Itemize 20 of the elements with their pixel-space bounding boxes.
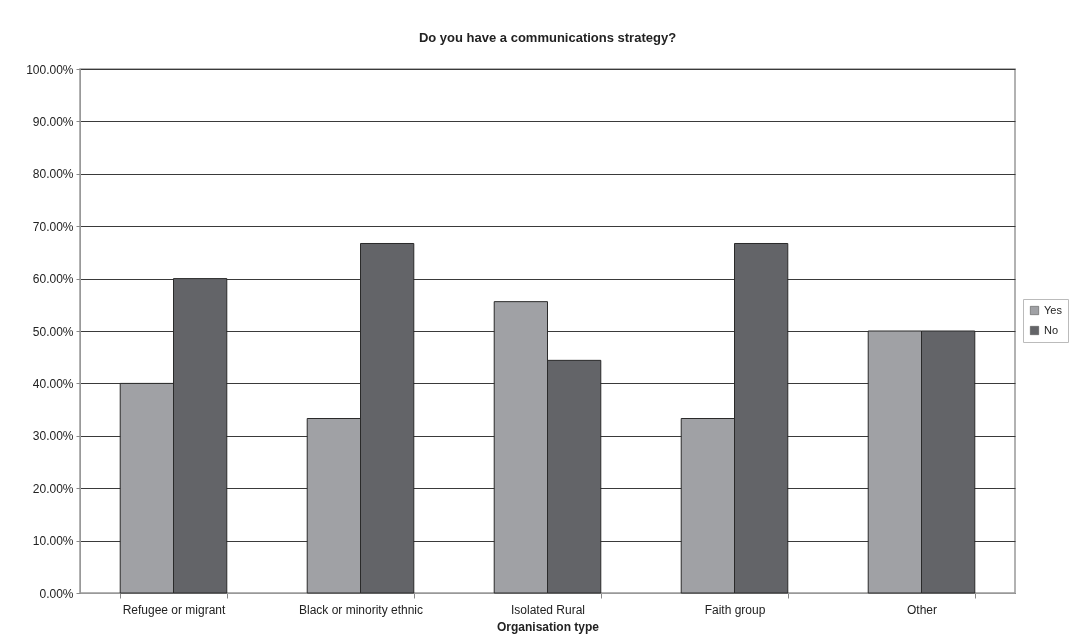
y-tick-label: 40.00% [32,376,74,391]
x-tick-label: Black or minority ethnic [298,602,424,617]
y-tick-label: 30.00% [32,429,74,444]
y-tick-label: 80.00% [32,167,74,182]
x-tick-label: Refugee or migrant [122,602,227,617]
y-tick-label: 60.00% [32,272,74,287]
legend-label: No [1044,323,1059,336]
x-tick-label: Other [906,602,938,617]
y-tick-label: 100.00% [26,62,74,77]
y-tick-label: 90.00% [32,114,74,129]
y-tick-label: 70.00% [32,219,74,234]
y-tick-label: 10.00% [32,534,74,549]
y-tick-label: 20.00% [32,481,74,496]
x-axis-title: Organisation type [496,619,600,634]
y-tick-label: 0.00% [39,586,74,601]
y-tick-label: 50.00% [32,324,74,339]
chart-title: Do you have a communications strategy? [418,30,677,45]
x-tick-label: Faith group [704,602,766,617]
x-tick-label: Isolated Rural [510,602,586,617]
legend-label: Yes [1044,303,1063,316]
